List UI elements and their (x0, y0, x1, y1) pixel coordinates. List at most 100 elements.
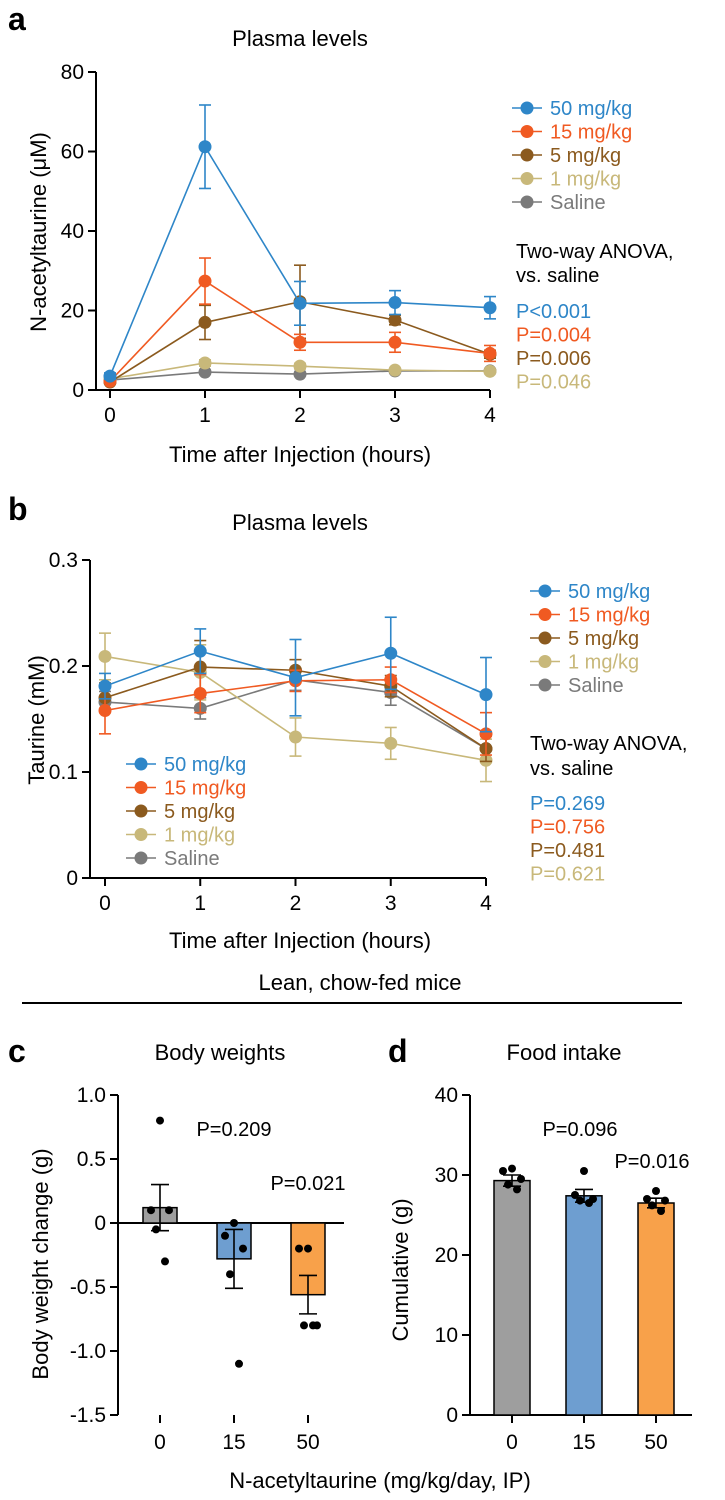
panel-a-ytick-label: 60 (61, 141, 84, 164)
panel-d-dot (580, 1167, 588, 1175)
panel-b-pvalue: P=0.756 (530, 817, 605, 839)
panel-a-data-point (198, 140, 212, 154)
panel-b-xtick-label: 4 (480, 892, 492, 915)
panel-b-legend-label: 5 mg/kg (568, 628, 639, 650)
panel-a-ytick-label: 40 (61, 220, 84, 243)
panel-a-xtick-label: 2 (294, 404, 306, 427)
panel-c-ytick-label: -1.5 (70, 1404, 106, 1427)
panel-a-data-point (293, 296, 307, 310)
bottom-xlabel: N-acetyltaurine (mg/kg/day, IP) (229, 1468, 531, 1493)
panel-a-legend-item: 1 mg/kg (512, 169, 621, 191)
panel-b-stats-line2: vs. saline (530, 758, 613, 780)
panel-b-legend-item: 15 mg/kg (530, 605, 650, 627)
panel-c-ytick-label: 1.0 (77, 1084, 106, 1107)
panel-b-inner-legend-label: 1 mg/kg (164, 825, 235, 847)
panel-a-legend-item: 50 mg/kg (512, 98, 632, 120)
panel-b-legend-marker (538, 608, 552, 621)
panel-b-ytick-label: 0.3 (49, 549, 78, 572)
panel-c-dot (300, 1321, 308, 1330)
panel-c-dot (156, 1116, 164, 1125)
panel-d-ytick-label: 30 (435, 1164, 458, 1187)
panel-b-inner-legend-label: Saline (164, 848, 220, 870)
panel-b-data-point (289, 671, 302, 685)
panel-b-data-point (289, 730, 302, 744)
panel-c-xtick-label: 0 (154, 1431, 166, 1454)
panel-b-legend-label: 50 mg/kg (568, 581, 650, 603)
panel-a-axes: 0 20 40 60 80 0 1 2 3 4 (61, 61, 497, 427)
panel-b-legend-label: 15 mg/kg (568, 605, 650, 627)
panel-a-data-point (388, 363, 402, 377)
panel-b-legend-item: 5 mg/kg (530, 628, 639, 650)
panel-b-xtick-label: 1 (194, 892, 206, 915)
panel-b-legend-item: 1 mg/kg (530, 652, 639, 674)
panel-d-ytick-label: 20 (435, 1244, 458, 1267)
panel-b-data-point (384, 646, 398, 660)
panel-b-xtick-label: 3 (385, 892, 397, 915)
panel-b-axes: 0 0.1 0.2 0.3 0 1 2 3 4 (49, 549, 492, 915)
panel-b-data-point (98, 679, 112, 693)
panel-c-dot (295, 1244, 303, 1253)
panel-a-title: Plasma levels (232, 26, 368, 51)
panel-a-ytick-label: 0 (72, 379, 84, 402)
panel-a-legend-label: 15 mg/kg (550, 122, 632, 144)
panel-a-pvalue: P=0.046 (516, 372, 591, 394)
panel-d-pvalue-15: P=0.096 (542, 1119, 617, 1141)
panel-d-ytick-label: 0 (446, 1404, 458, 1427)
panel-b-data-point (193, 644, 207, 658)
panel-b-legend-marker (538, 631, 552, 645)
panel-d-dot (576, 1196, 584, 1205)
panel-d-dot (504, 1180, 512, 1189)
panel-b-inner-legend-item: 1 mg/kg (126, 825, 235, 847)
panel-c-dot (230, 1219, 238, 1227)
panel-a-ytick-label: 80 (61, 61, 84, 84)
panel-a-data-point (198, 315, 212, 329)
panel-b-pvalue: P=0.269 (530, 793, 605, 815)
panel-c-dot (235, 1359, 243, 1368)
panel-b-series-50-mg-kg (98, 616, 493, 733)
panel-b-inner-legend-marker (134, 804, 148, 818)
panel-b-inner-legend-item: 15 mg/kg (126, 778, 246, 800)
panel-b-legend-marker (538, 678, 552, 692)
panel-a-ytick-label: 20 (61, 300, 84, 323)
panel-d-dot (585, 1199, 593, 1207)
panel-a-xlabel: Time after Injection (hours) (169, 442, 431, 467)
panel-d-label: d (388, 1033, 408, 1069)
panel-a-legend-item: 15 mg/kg (512, 122, 632, 144)
panel-a-legend-label: 50 mg/kg (550, 98, 632, 120)
panel-a-xtick-label: 1 (199, 404, 211, 427)
panel-a-data-point (198, 356, 212, 370)
panel-b-legend-marker (538, 655, 552, 668)
panel-b-ytick-label: 0.1 (49, 761, 78, 784)
panel-d-title: Food intake (507, 1040, 622, 1065)
panel-b-pvalue: P=0.621 (530, 864, 605, 886)
panel-a-data-point (103, 369, 117, 383)
panel-a-ylabel: N-acetyltaurine (μM) (26, 132, 51, 332)
panel-a-series-1-mg-kg (103, 356, 497, 386)
panel-b-inner-legend-marker (134, 757, 148, 771)
panel-d-xtick-label: 15 (572, 1431, 595, 1454)
panel-c-title: Body weights (155, 1040, 286, 1065)
panel-b-inner-legend-label: 50 mg/kg (164, 754, 246, 776)
panel-b-xtick-label: 0 (99, 892, 111, 915)
panel-b-inner-legend-item: 50 mg/kg (126, 754, 246, 776)
panel-c-dot (147, 1206, 155, 1215)
panel-c-ytick-label: -1.0 (70, 1340, 106, 1363)
panel-a-legend-item: 5 mg/kg (512, 145, 621, 167)
panel-c-pvalue-50: P=0.021 (270, 1173, 345, 1195)
panel-a-series (103, 104, 497, 389)
panel-d-dot (648, 1201, 656, 1210)
panel-a-xtick-label: 4 (484, 404, 496, 427)
panel-a-legend-marker (520, 125, 534, 138)
panel-a-legend-marker (520, 195, 534, 209)
panel-c-pvalue-15: P=0.209 (196, 1119, 271, 1141)
panel-a-legend-marker (520, 101, 534, 115)
panel-a-legend-marker (520, 148, 534, 162)
panel-d-dot (571, 1191, 579, 1199)
panel-a-data-point (293, 335, 307, 349)
panel-d-dot (517, 1175, 525, 1183)
